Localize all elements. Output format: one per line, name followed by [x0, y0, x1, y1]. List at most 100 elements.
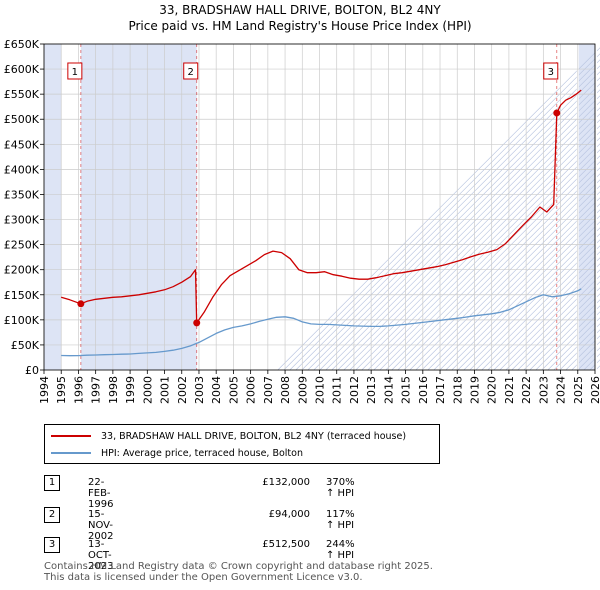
- hatch-line: [529, 299, 600, 371]
- transaction-hpi: 370% ↑ HPI: [326, 477, 355, 499]
- hatch-line: [373, 143, 600, 371]
- x-tick-label: 2011: [331, 376, 344, 404]
- legend-label-property: 33, BRADSHAW HALL DRIVE, BOLTON, BL2 4NY…: [101, 430, 407, 442]
- y-tick-label: £600K: [4, 63, 40, 76]
- hatch-line: [367, 137, 600, 371]
- sale-point: [193, 319, 201, 327]
- hatch-line: [463, 233, 600, 371]
- hatch-line: [511, 281, 600, 371]
- series-line-property: [61, 89, 582, 324]
- hatch-line: [361, 131, 600, 371]
- hatch-line: [439, 209, 600, 371]
- hatch-line: [283, 53, 600, 371]
- hatch-line: [325, 95, 600, 371]
- hatch-line: [277, 47, 600, 371]
- hatch-line: [517, 287, 600, 371]
- hatch-line: [319, 89, 600, 371]
- shaded-period: [44, 44, 62, 370]
- hatch-line: [349, 119, 600, 371]
- hatch-line: [427, 197, 600, 371]
- price-chart: 1 2 3 £0 £50K £100K £150K £200K £250K £300K £350K £…: [4, 38, 600, 404]
- x-tick-label: 2020: [486, 376, 499, 404]
- x-tick-label: 2008: [279, 376, 292, 404]
- x-tick-label: 1998: [107, 376, 120, 404]
- transaction-price: £512,500: [262, 539, 310, 550]
- hatch-line: [355, 125, 600, 371]
- x-tick-label: 2003: [193, 376, 206, 404]
- legend-swatch-property: [51, 435, 91, 437]
- hatch-line: [499, 269, 600, 371]
- x-tick-label: 2019: [468, 376, 481, 404]
- x-tick-label: 2010: [314, 376, 327, 404]
- transaction-hpi: 117% ↑ HPI: [326, 509, 355, 531]
- hatch-line: [487, 257, 600, 371]
- transaction-number: 2: [44, 507, 60, 523]
- hatch-line: [313, 83, 600, 371]
- x-tick-label: 2000: [141, 376, 154, 404]
- hatch-line: [409, 179, 600, 371]
- marker-box: [543, 62, 559, 80]
- x-tick-label: 2001: [159, 376, 172, 404]
- y-tick-label: £400K: [4, 163, 40, 176]
- y-tick-label: £500K: [4, 113, 40, 126]
- x-tick-label: 2022: [520, 376, 533, 404]
- transaction-date: 13-OCT-2023: [88, 539, 114, 572]
- x-tick-label: 2026: [589, 376, 600, 404]
- x-tick-label: 2016: [417, 376, 430, 404]
- x-tick-label: 2021: [503, 376, 516, 404]
- y-tick-label: £300K: [4, 214, 40, 227]
- sale-point: [553, 109, 561, 117]
- transaction-price: £94,000: [268, 509, 310, 520]
- marker-label: 1: [72, 67, 78, 78]
- transaction-price: £132,000: [262, 477, 310, 488]
- hatch-line: [535, 305, 600, 371]
- y-tick-label: £50K: [11, 339, 40, 352]
- hatch-line: [289, 59, 600, 371]
- x-tick-label: 2018: [451, 376, 464, 404]
- hatch-line: [337, 107, 600, 371]
- footer-line-2: This data is licensed under the Open Gov…: [44, 572, 363, 583]
- y-tick-label: £450K: [4, 138, 40, 151]
- hatch-line: [457, 227, 600, 371]
- hatch-line: [403, 173, 600, 371]
- chart-subtitle: Price paid vs. HM Land Registry's House …: [128, 19, 472, 33]
- hatch-line: [343, 113, 600, 371]
- hatch-line: [481, 251, 600, 371]
- hatch-line: [445, 215, 600, 371]
- marker-box: [67, 62, 83, 80]
- y-tick-label: £100K: [4, 314, 40, 327]
- x-tick-label: 2014: [382, 376, 395, 404]
- legend-item-property: 33, BRADSHAW HALL DRIVE, BOLTON, BL2 4NY…: [51, 428, 406, 444]
- x-tick-label: 2013: [365, 376, 378, 404]
- x-tick-label: 1999: [124, 376, 137, 404]
- x-tick-label: 2004: [210, 376, 223, 404]
- transaction-number: 1: [44, 475, 60, 491]
- footer-line-1: Contains HM Land Registry data © Crown c…: [44, 561, 433, 572]
- marker-label: 3: [548, 67, 554, 78]
- x-tick-label: 2005: [227, 376, 240, 404]
- marker-label: 2: [188, 67, 194, 78]
- chart-title: 33, BRADSHAW HALL DRIVE, BOLTON, BL2 4NY: [159, 3, 441, 17]
- hatch-line: [475, 245, 600, 371]
- legend-label-hpi: HPI: Average price, terraced house, Bolt…: [101, 447, 303, 459]
- transaction-hpi: 244% ↑ HPI: [326, 539, 355, 561]
- hatch-line: [301, 71, 600, 371]
- x-tick-label: 2009: [296, 376, 309, 404]
- y-tick-label: £350K: [4, 188, 40, 201]
- transaction-number: 3: [44, 537, 60, 553]
- x-tick-label: 2023: [537, 376, 550, 404]
- x-tick-label: 2015: [400, 376, 413, 404]
- y-tick-label: £200K: [4, 264, 40, 277]
- hatch-line: [505, 275, 600, 371]
- y-tick-label: £650K: [4, 38, 40, 51]
- hatch-line: [307, 77, 600, 371]
- x-tick-label: 2024: [555, 376, 568, 404]
- x-tick-label: 1997: [90, 376, 103, 404]
- legend-swatch-hpi: [51, 452, 91, 454]
- y-tick-label: £0: [25, 364, 39, 377]
- chart-legend: 33, BRADSHAW HALL DRIVE, BOLTON, BL2 4NY…: [44, 424, 440, 464]
- y-tick-label: £550K: [4, 88, 40, 101]
- x-tick-label: 2006: [245, 376, 258, 404]
- hatch-line: [391, 161, 600, 371]
- hatch-line: [451, 221, 600, 371]
